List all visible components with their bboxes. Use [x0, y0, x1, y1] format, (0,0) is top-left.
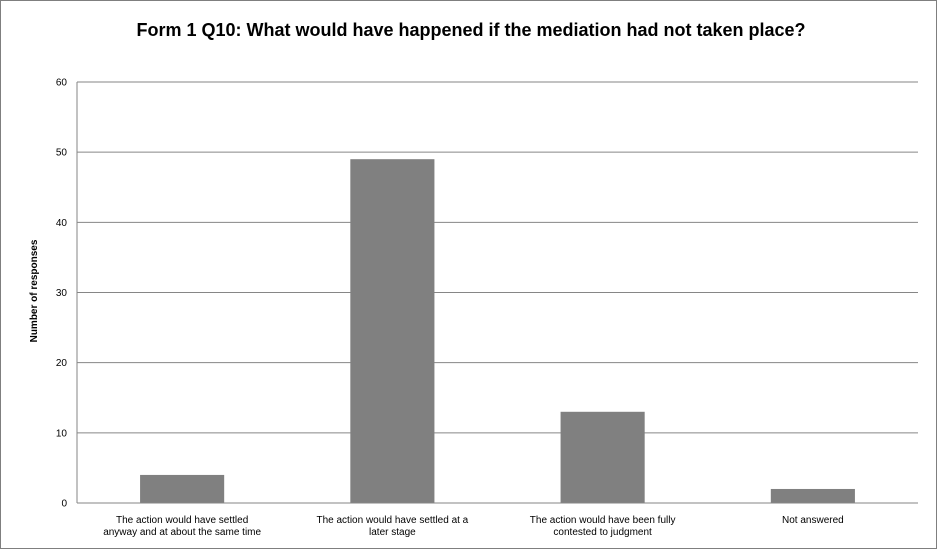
x-tick-label-line: later stage: [369, 527, 416, 538]
y-axis-title: Number of responses: [29, 239, 40, 342]
y-tick-label: 0: [61, 499, 67, 510]
x-tick-label-line: The action would have settled at a: [316, 515, 468, 526]
x-tick-labels: The action would have settled anyway and …: [103, 515, 844, 538]
x-tick-label-line: The action would have settled: [116, 515, 248, 526]
y-tick-labels: 0 10 20 30 40 50 60: [56, 78, 68, 510]
bars: [140, 159, 855, 503]
bar: [770, 488, 855, 503]
y-tick-label: 20: [56, 358, 68, 369]
y-tick-label: 50: [56, 148, 68, 159]
x-tick-label-line: The action would have been fully: [530, 515, 676, 526]
x-tick-label-line: contested to judgment: [553, 527, 652, 538]
y-tick-label: 30: [56, 288, 68, 299]
bar: [140, 474, 225, 503]
x-tick-label-line: Not answered: [782, 515, 844, 526]
chart-title: Form 1 Q10: What would have happened if …: [136, 20, 806, 40]
x-tick-label: The action would have been fully conteste…: [530, 515, 676, 538]
y-tick-label: 60: [56, 78, 68, 89]
x-tick-label: The action would have settled anyway and …: [103, 515, 261, 538]
y-tick-label: 40: [56, 218, 68, 229]
y-tick-label: 10: [56, 428, 68, 439]
x-tick-label: The action would have settled at a later …: [316, 515, 468, 538]
x-tick-label: Not answered: [782, 515, 844, 526]
gridlines: [77, 81, 918, 434]
bar: [350, 159, 435, 503]
axes: [76, 82, 918, 504]
bar: [560, 411, 645, 503]
x-tick-label-line: anyway and at about the same time: [103, 527, 261, 538]
